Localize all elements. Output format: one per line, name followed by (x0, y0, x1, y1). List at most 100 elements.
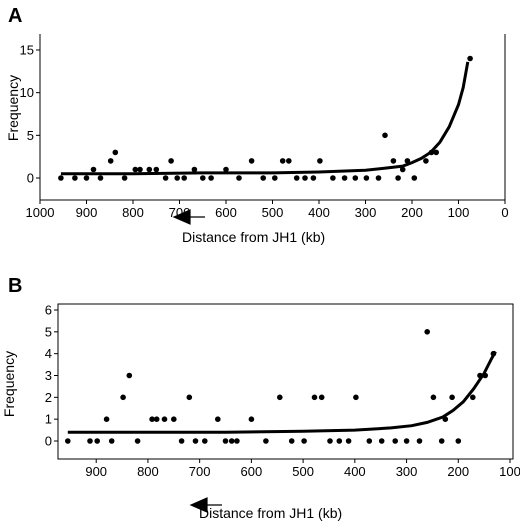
panel-b-letter: B (8, 275, 22, 297)
data-point (327, 438, 333, 444)
data-point (248, 158, 255, 164)
data-point (286, 158, 292, 164)
y-tick-label: 15 (20, 43, 34, 58)
panel-a-x-axis-title: Distance from JH1 (kb) (182, 229, 325, 245)
x-tick-label: 800 (137, 464, 159, 479)
panel-b-x-axis-title: Distance from JH1 (kb) (199, 505, 342, 521)
data-point (442, 416, 449, 423)
data-point (433, 149, 440, 156)
data-point (399, 166, 406, 173)
data-point (103, 416, 110, 423)
data-point (58, 175, 64, 181)
data-point (200, 175, 206, 181)
data-point (121, 175, 128, 181)
data-point (208, 175, 214, 181)
data-point (90, 166, 97, 173)
panel-b-y-axis-title: Frequency (1, 351, 17, 417)
x-tick-label: 900 (85, 464, 107, 479)
x-tick-label: 1000 (26, 205, 55, 220)
data-point (228, 438, 235, 444)
data-point (215, 416, 221, 423)
data-point (83, 175, 90, 181)
x-tick-label: 800 (122, 205, 144, 220)
data-point (392, 438, 399, 444)
data-point (477, 372, 483, 379)
data-point (301, 438, 307, 444)
data-point (112, 149, 119, 156)
data-point (97, 175, 104, 181)
x-tick-label: 100 (499, 464, 520, 479)
data-point (120, 394, 126, 401)
data-point (428, 149, 435, 156)
y-tick-label: 0 (27, 171, 34, 186)
data-point (72, 175, 78, 181)
panel-a-y-ticks: 0 5 10 15 (20, 43, 40, 186)
panel-b-left-arrow-icon (189, 497, 222, 513)
data-point (178, 438, 185, 444)
x-tick-label: 200 (447, 464, 469, 479)
data-point (272, 175, 278, 181)
x-tick-label: 700 (189, 464, 211, 479)
y-tick-label: 2 (45, 390, 52, 405)
x-tick-label: 100 (448, 205, 470, 220)
data-point (438, 438, 445, 444)
x-tick-label: 500 (262, 205, 284, 220)
y-tick-label: 1 (45, 412, 52, 427)
x-tick-label: 900 (76, 205, 98, 220)
data-point (378, 438, 385, 444)
x-tick-label: 600 (215, 205, 237, 220)
panel-b-x-ticks: 900 800 700 600 500 400 300 200 100 (85, 459, 520, 479)
data-point (248, 416, 255, 423)
data-point (192, 438, 199, 444)
panel-b-points (65, 329, 497, 444)
panel-a-left-arrow-icon (172, 209, 205, 225)
data-point (279, 158, 286, 164)
panel-b-trend-curve (67, 350, 497, 434)
data-point (470, 394, 476, 401)
x-tick-label: 300 (355, 205, 377, 220)
data-point (341, 175, 348, 181)
data-point (174, 175, 180, 181)
panel-a-y-axis-title: Frequency (5, 75, 21, 141)
data-point (317, 158, 323, 164)
data-point (345, 438, 352, 444)
y-tick-label: 0 (45, 434, 52, 449)
x-tick-label: 200 (401, 205, 423, 220)
data-point (94, 438, 100, 444)
data-point (363, 175, 370, 181)
data-point (310, 175, 317, 181)
data-point (352, 175, 359, 181)
data-point (191, 166, 198, 173)
data-point (382, 132, 388, 139)
data-point (353, 394, 359, 401)
data-point (311, 394, 318, 401)
data-point (430, 394, 437, 401)
panel-b-plot-frame (57, 303, 514, 460)
y-tick-label: 6 (45, 303, 52, 318)
data-point (395, 175, 401, 181)
data-point (107, 158, 114, 164)
data-point (137, 166, 143, 173)
data-point (223, 166, 229, 173)
data-point (186, 394, 193, 401)
data-point (375, 175, 382, 181)
panel-a-letter: A (8, 5, 22, 27)
data-point (162, 175, 169, 181)
data-point (87, 438, 93, 444)
data-point (423, 158, 429, 164)
data-point (424, 329, 431, 335)
panel-a-trend-curve (60, 61, 470, 176)
data-point (146, 166, 153, 173)
data-point (126, 372, 133, 379)
data-point (153, 416, 160, 423)
data-point (302, 175, 308, 181)
y-tick-label: 5 (27, 128, 34, 143)
data-point (222, 438, 229, 444)
data-point (260, 175, 267, 181)
panel-b: B Frequency 0 1 2 3 4 5 6 900 800 700 600 500 400 30… (1, 275, 520, 521)
data-point (161, 416, 168, 423)
panel-a-x-ticks: 1000 900 800 700 600 500 400 300 200 100 0 (26, 200, 509, 220)
data-point (168, 158, 174, 164)
data-point (236, 175, 242, 181)
data-point (411, 175, 418, 181)
